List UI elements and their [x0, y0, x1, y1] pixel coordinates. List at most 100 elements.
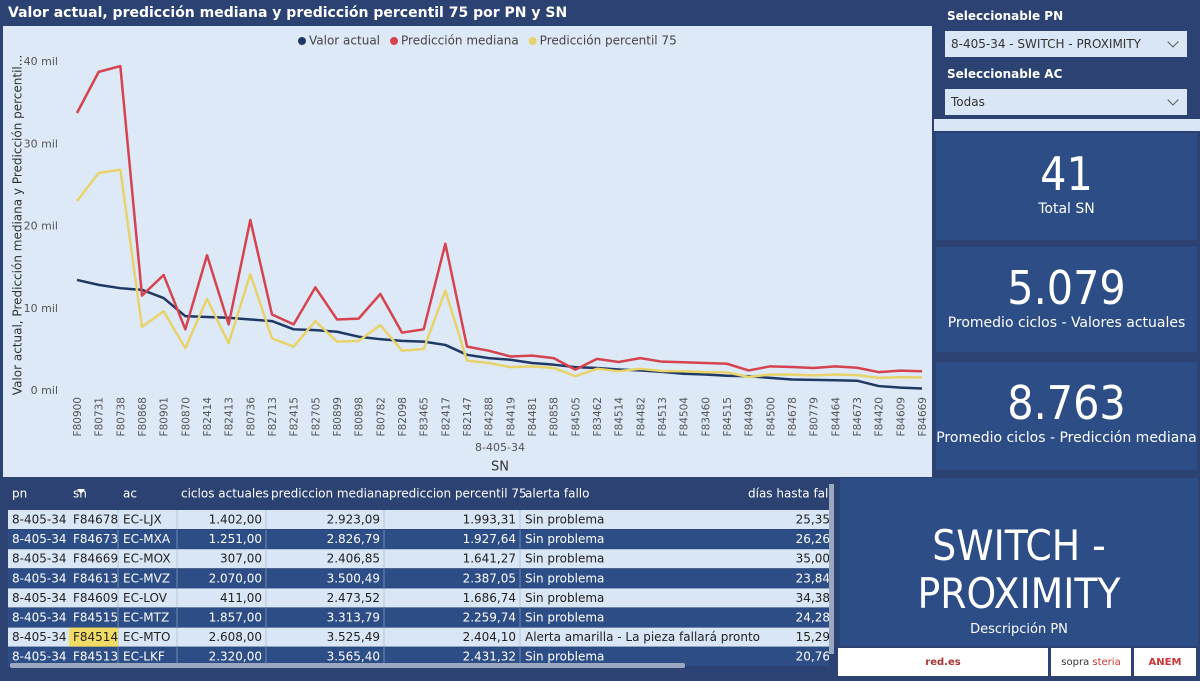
table-cell: 1.402,00: [209, 513, 262, 527]
x-tick-label: F84464: [830, 397, 842, 437]
y-tick-label: 20 mil: [24, 220, 58, 233]
logo: sopra: [1061, 656, 1090, 668]
x-group-label: 8-405-34: [475, 441, 525, 454]
table-cell: 2.608,00: [209, 630, 262, 644]
table-cell: 1.857,00: [209, 611, 262, 625]
x-tick-label: F84499: [744, 397, 756, 436]
sort-arrow[interactable]: [77, 489, 85, 494]
x-tick-label: F84500: [765, 397, 777, 436]
table-cell: EC-LOV: [123, 591, 168, 605]
table-cell: 2.473,52: [327, 591, 380, 605]
table-cell: 26,26: [796, 532, 830, 546]
x-tick-label: F84513: [657, 397, 669, 436]
table-row: [8, 608, 829, 627]
column-header: pn: [12, 487, 27, 501]
table-cell: EC-MOX: [123, 552, 171, 566]
x-tick-label: F84504: [679, 397, 691, 437]
table-cell: F84515: [73, 611, 118, 625]
slicer-dropdown[interactable]: Todas: [945, 89, 1187, 115]
v-scrollbar[interactable]: [829, 484, 834, 654]
table-cell: 1.927,64: [463, 532, 516, 546]
plot: 0 mil 10 mil 20 mil 30 mil 40 mil F80900 F8073…: [24, 55, 929, 436]
x-tick-label: F84669: [917, 397, 929, 436]
x-tick-label: F84678: [787, 397, 799, 436]
y-tick-label: 30 mil: [24, 137, 58, 150]
table-cell: 3.500,49: [327, 571, 380, 585]
table-row: [8, 588, 829, 608]
table-cell: 307,00: [220, 552, 262, 566]
logo: red.es: [838, 648, 1048, 676]
y-axis-title: Valor actual, Predicción mediana y Predi…: [11, 55, 25, 395]
table-row: [8, 627, 829, 647]
legend-marker: [390, 37, 399, 45]
logo: sopra steria: [1051, 648, 1131, 676]
table-cell: EC-LJX: [123, 513, 162, 527]
x-tick-label: F80731: [94, 397, 106, 436]
y-tick-label: 40 mil: [24, 55, 58, 68]
x-tick-label: F84482: [635, 397, 647, 436]
table-cell: 1.251,00: [209, 532, 262, 546]
table: pn sn ac ciclos actuales prediccion mediana p…: [8, 487, 830, 667]
x-tick-label: F80858: [549, 397, 561, 436]
x-tick-label: F80738: [115, 397, 127, 436]
table-cell: Sin problema: [525, 591, 604, 605]
x-tick-label: F80870: [180, 397, 192, 436]
table-cell: 8-405-34: [12, 513, 66, 527]
x-tick-label: F84673: [852, 397, 864, 436]
slicers: Seleccionable PN 8-405-34 - SWITCH - PRO…: [937, 0, 1197, 118]
table-cell: 24,28: [796, 611, 830, 625]
legend-marker: [298, 37, 306, 45]
table-row: [8, 647, 829, 667]
separator: [934, 119, 1200, 131]
description-label: Descripción PN: [970, 622, 1068, 637]
title-bar: [0, 0, 934, 26]
slicer-label: Seleccionable PN: [947, 9, 1064, 23]
table-cell: 3.313,79: [327, 611, 380, 625]
x-tick-label: F80901: [159, 397, 171, 436]
table-cell: F84673: [73, 532, 118, 546]
x-tick-label: F80736: [245, 397, 257, 437]
series-line: [76, 278, 923, 390]
x-tick-label: F82414: [202, 397, 214, 437]
table-cell: 2.320,00: [209, 650, 262, 664]
table-row: [8, 568, 829, 588]
x-tick-label: F82415: [289, 397, 301, 436]
slicer-dropdown[interactable]: 8-405-34 - SWITCH - PROXIMITY: [945, 31, 1187, 57]
table-cell: 2.431,32: [463, 650, 516, 664]
x-tick-label: F82705: [310, 397, 322, 436]
card-label: Promedio ciclos - Valores actuales: [947, 315, 1186, 331]
table-cell: 1.993,31: [463, 513, 516, 527]
card: 41 Total SN: [936, 133, 1197, 240]
x-axis-title: SN: [491, 460, 509, 475]
legend-label: Predicción mediana: [401, 34, 519, 48]
table-cell: Alerta amarilla - La pieza fallará pront…: [525, 630, 760, 644]
table-cell: Sin problema: [525, 552, 604, 566]
table-cell: 8-405-34: [12, 650, 66, 664]
x-tick-label: F82713: [267, 397, 279, 436]
card-value: 5.079: [1007, 261, 1126, 315]
h-scrollbar[interactable]: [10, 663, 685, 668]
x-tick-label: F80900: [72, 397, 84, 436]
table-cell: Sin problema: [525, 650, 604, 664]
legend-label: Valor actual: [309, 34, 380, 48]
column-header: prediccion mediana: [271, 487, 389, 501]
x-tick-label: F84419: [505, 397, 517, 436]
table-cell: EC-MTO: [123, 630, 170, 644]
x-tick-label: F84515: [722, 397, 734, 436]
table-cell: EC-MXA: [123, 532, 171, 546]
chart-panel: [3, 26, 932, 477]
table-row: [8, 510, 829, 529]
x-tick-label: F83460: [700, 397, 712, 436]
table-cell: 2.259,74: [463, 611, 516, 625]
table-cell: 1.686,74: [463, 591, 516, 605]
table-cell: 8-405-34: [12, 552, 66, 566]
selected-cell: [69, 627, 118, 647]
table-cell: Sin problema: [525, 532, 604, 546]
y-tick-label: 10 mil: [24, 302, 58, 315]
table-row: [8, 549, 829, 569]
table-cell: EC-LKF: [123, 650, 165, 664]
card-value: 8.763: [1007, 376, 1126, 430]
x-tick-label: F80899: [332, 397, 344, 436]
series-line: [75, 64, 923, 374]
